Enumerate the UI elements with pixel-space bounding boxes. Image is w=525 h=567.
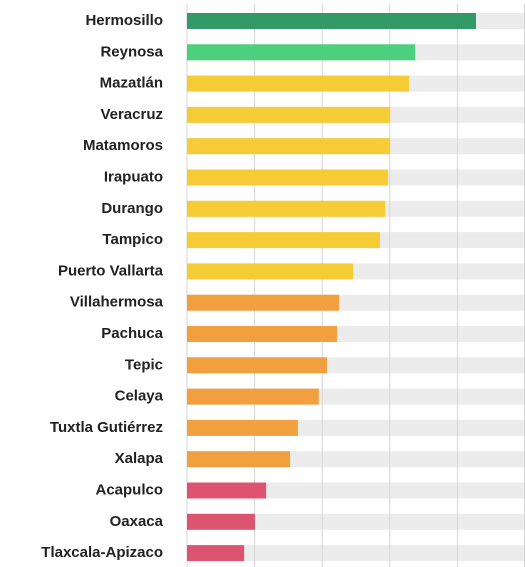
category-label: Xalapa — [115, 450, 164, 467]
bar — [187, 169, 389, 186]
category-label: Puerto Vallarta — [58, 262, 164, 279]
bar — [187, 388, 319, 405]
bar — [187, 482, 267, 499]
bar — [187, 357, 327, 374]
bar — [187, 513, 255, 530]
bar — [187, 13, 476, 29]
bar — [187, 232, 380, 249]
category-label: Acapulco — [95, 481, 163, 498]
bar — [187, 294, 340, 311]
bar — [187, 326, 338, 342]
bar — [187, 200, 386, 217]
bar — [187, 75, 410, 92]
category-label: Celaya — [115, 388, 164, 405]
bar-track — [187, 482, 525, 499]
category-label: Tampico — [102, 231, 163, 248]
category-label: Tuxtla Gutiérrez — [50, 419, 163, 436]
category-label: Pachuca — [101, 325, 163, 342]
bar — [187, 44, 416, 61]
category-label: Oaxaca — [110, 513, 164, 530]
category-label: Matamoros — [83, 137, 163, 154]
bar-track — [187, 513, 525, 530]
category-label: Veracruz — [100, 106, 163, 123]
bar — [187, 451, 291, 468]
category-label: Tlaxcala-Apizaco — [41, 544, 163, 561]
category-label: Durango — [101, 200, 163, 217]
bar-track — [187, 545, 525, 562]
category-label: Hermosillo — [85, 12, 163, 29]
bar — [187, 419, 298, 436]
category-label: Reynosa — [100, 43, 163, 60]
category-label: Irapuato — [104, 168, 163, 185]
bar — [187, 263, 353, 280]
bar — [187, 138, 391, 155]
bar — [187, 545, 245, 562]
category-label: Tepic — [125, 356, 163, 373]
category-label: Mazatlán — [100, 75, 163, 92]
category-label: Villahermosa — [70, 294, 164, 311]
bar — [187, 106, 391, 123]
